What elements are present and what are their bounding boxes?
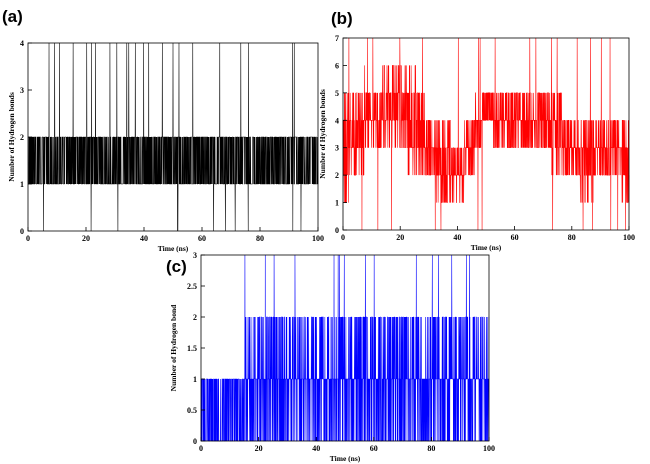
x-axis-title: Time (ns) (330, 454, 361, 463)
y-tick-label: 1 (335, 199, 339, 208)
x-axis-title: Time (ns) (158, 244, 189, 253)
y-tick-label: 2.5 (187, 282, 197, 291)
x-tick-label: 80 (427, 444, 435, 453)
chart-panel-c: (c) 0 20 40 60 80 100 0 0.5 1 1.5 2 2.5 3 Time (ns) Num… (166, 251, 495, 463)
x-tick-label: 20 (396, 233, 404, 242)
y-tick-label: 2 (20, 133, 24, 142)
y-tick-label: 0 (20, 227, 24, 236)
y-axis-title: Number of Hydrogen bonds (7, 92, 16, 182)
y-tick-label: 2 (335, 171, 339, 180)
y-tick-label: 6 (335, 61, 339, 70)
y-tick-label: 0.5 (187, 406, 197, 415)
series-line (200, 254, 490, 442)
y-tick-label: 1 (193, 375, 197, 384)
x-tick-label: 0 (341, 233, 345, 242)
series-line (342, 37, 630, 231)
y-tick-label: 5 (335, 89, 339, 98)
x-tick-label: 0 (26, 234, 30, 243)
x-tick-label: 20 (255, 444, 263, 453)
x-tick-label: 100 (623, 233, 635, 242)
x-tick-label: 60 (511, 233, 519, 242)
y-tick-label: 4 (335, 116, 339, 125)
x-tick-label: 40 (140, 234, 148, 243)
y-tick-label: 1 (20, 180, 24, 189)
plot-frame (342, 37, 630, 231)
y-tick-label: 4 (20, 39, 24, 48)
x-tick-label: 20 (82, 234, 90, 243)
y-tick-label: 0 (193, 437, 197, 446)
y-tick-label: 3 (20, 86, 24, 95)
panel-label: (a) (2, 7, 23, 26)
panel-label: (c) (166, 257, 187, 276)
x-tick-label: 60 (370, 444, 378, 453)
x-tick-label: 40 (453, 233, 461, 242)
y-tick-label: 3 (193, 251, 197, 260)
x-tick-label: 0 (199, 444, 203, 453)
y-tick-label: 7 (335, 34, 339, 43)
chart-panel-b: (b) 0 20 40 60 80 100 0 1 2 3 4 5 6 7 Time (ns) Number o… (318, 9, 635, 252)
series-line (28, 42, 319, 232)
y-tick-label: 0 (335, 226, 339, 235)
y-tick-label: 2 (193, 313, 197, 322)
panel-label: (b) (331, 9, 353, 28)
x-tick-label: 100 (312, 234, 324, 243)
x-tick-label: 100 (483, 444, 495, 453)
chart-panel-a: (a) 0 20 40 60 80 100 0 1 2 3 4 Time (ns) Number of H… (2, 7, 324, 253)
x-tick-label: 80 (256, 234, 264, 243)
x-axis-title: Time (ns) (471, 243, 502, 252)
y-tick-label: 3 (335, 144, 339, 153)
y-tick-label: 1.5 (187, 344, 197, 353)
y-axis-title: Number of Hydrogen bond (169, 304, 178, 391)
x-tick-label: 60 (198, 234, 206, 243)
x-tick-label: 40 (312, 444, 320, 453)
y-axis-title: Number of Hydrogen bonds (318, 89, 327, 179)
x-tick-label: 80 (568, 233, 576, 242)
